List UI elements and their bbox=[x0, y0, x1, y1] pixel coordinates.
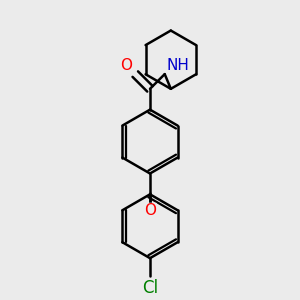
Text: O: O bbox=[121, 58, 133, 73]
Text: NH: NH bbox=[166, 58, 189, 73]
Text: O: O bbox=[144, 203, 156, 218]
Text: Cl: Cl bbox=[142, 279, 158, 297]
